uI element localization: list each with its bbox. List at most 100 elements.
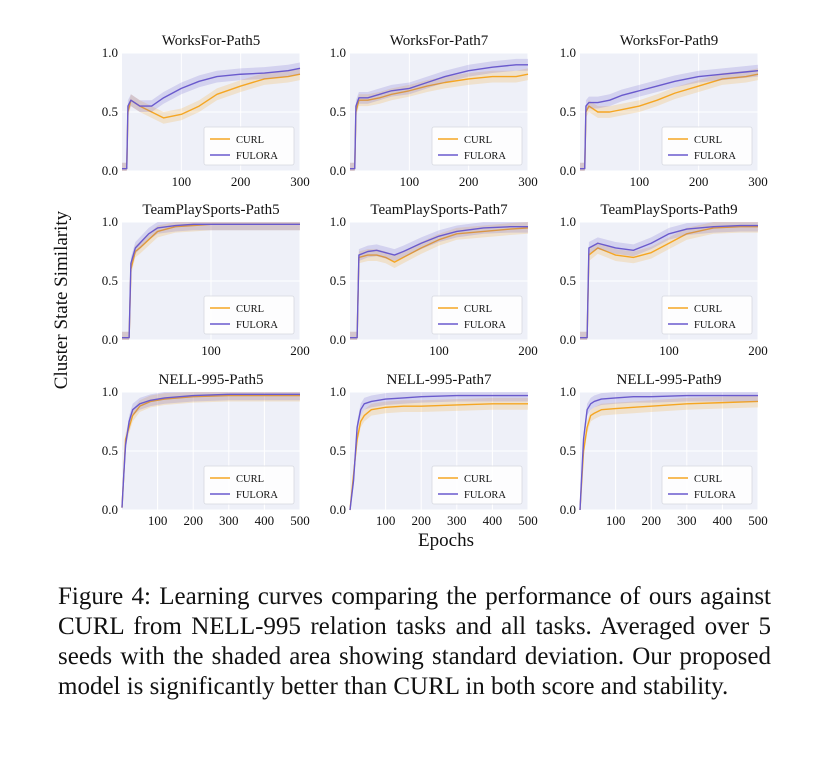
x-tick-label: 400 bbox=[255, 513, 275, 528]
y-tick-label: 0.0 bbox=[560, 163, 576, 178]
series-line-fulora bbox=[579, 394, 758, 511]
x-tick-label: 100 bbox=[659, 343, 679, 358]
x-tick-label: 300 bbox=[447, 513, 467, 528]
y-tick-label: 0.5 bbox=[560, 443, 576, 458]
std-band-fulora bbox=[580, 222, 758, 340]
legend-label-curl: CURL bbox=[464, 474, 492, 485]
std-band-curl bbox=[580, 395, 758, 510]
subplot-title: TeamPlaySports-Path5 bbox=[142, 202, 279, 218]
y-tick-label: 0.5 bbox=[102, 443, 118, 458]
subplot-title: WorksFor-Path5 bbox=[162, 33, 261, 49]
x-tick-label: 200 bbox=[411, 513, 431, 528]
x-tick-label: 100 bbox=[400, 174, 420, 189]
std-band-fulora bbox=[580, 392, 758, 510]
legend-label-fulora: FULORA bbox=[464, 490, 506, 501]
subplot: TeamPlaySports-Path9 100 200 0.0 0.5 1.0 CURL F… bbox=[560, 202, 768, 358]
x-tick-label: 200 bbox=[183, 513, 203, 528]
series-line-fulora bbox=[349, 394, 528, 511]
legend-label-fulora: FULORA bbox=[236, 320, 278, 331]
figure-grid: WorksFor-Path5 100 200 300 0.0 0.5 1.0 CURL FULO… bbox=[102, 33, 768, 528]
y-tick-label: 1.0 bbox=[330, 214, 346, 229]
y-tick-label: 0.5 bbox=[560, 104, 576, 119]
x-tick-label: 300 bbox=[677, 513, 697, 528]
x-tick-label: 300 bbox=[219, 513, 239, 528]
subplot: WorksFor-Path5 100 200 300 0.0 0.5 1.0 CURL FULO… bbox=[102, 33, 310, 189]
y-tick-label: 1.0 bbox=[330, 45, 346, 60]
y-tick-label: 0.5 bbox=[102, 273, 118, 288]
y-tick-label: 1.0 bbox=[102, 384, 118, 399]
legend-label-curl: CURL bbox=[236, 474, 264, 485]
x-tick-label: 500 bbox=[290, 513, 310, 528]
y-tick-label: 0.0 bbox=[330, 163, 346, 178]
subplot: TeamPlaySports-Path7 100 200 0.0 0.5 1.0 CURL F… bbox=[330, 202, 538, 358]
y-tick-label: 0.5 bbox=[330, 443, 346, 458]
series-line-curl bbox=[350, 227, 529, 339]
x-tick-label: 100 bbox=[201, 343, 221, 358]
std-band-curl bbox=[350, 222, 528, 340]
legend-label-curl: CURL bbox=[464, 135, 492, 146]
series-line-fulora bbox=[350, 226, 528, 339]
x-axis-label: Epochs bbox=[418, 530, 474, 551]
x-tick-label: 100 bbox=[376, 513, 396, 528]
legend-label-curl: CURL bbox=[236, 304, 264, 315]
legend-label-curl: CURL bbox=[236, 135, 264, 146]
x-tick-label: 200 bbox=[641, 513, 661, 528]
x-tick-label: 100 bbox=[606, 513, 626, 528]
subplot: WorksFor-Path7 100 200 300 0.0 0.5 1.0 CURL FULO… bbox=[330, 33, 538, 189]
y-tick-label: 0.0 bbox=[330, 332, 346, 347]
y-tick-label: 0.0 bbox=[560, 502, 576, 517]
legend-label-curl: CURL bbox=[694, 304, 722, 315]
std-band-curl bbox=[580, 222, 758, 340]
x-tick-label: 200 bbox=[459, 174, 479, 189]
y-tick-label: 1.0 bbox=[560, 45, 576, 60]
std-band-curl bbox=[350, 397, 528, 510]
x-tick-label: 200 bbox=[231, 174, 251, 189]
y-tick-label: 1.0 bbox=[330, 384, 346, 399]
subplot-title: NELL-995-Path7 bbox=[387, 372, 492, 388]
legend-label-fulora: FULORA bbox=[236, 490, 278, 501]
y-tick-label: 1.0 bbox=[560, 384, 576, 399]
series-line-fulora bbox=[580, 224, 758, 339]
legend-label-curl: CURL bbox=[694, 474, 722, 485]
y-tick-label: 0.5 bbox=[330, 104, 346, 119]
legend-label-fulora: FULORA bbox=[464, 151, 506, 162]
x-tick-label: 100 bbox=[630, 174, 650, 189]
subplot-title: TeamPlaySports-Path7 bbox=[370, 202, 508, 218]
x-tick-label: 100 bbox=[148, 513, 168, 528]
subplot-title: NELL-995-Path9 bbox=[617, 372, 722, 388]
legend-label-curl: CURL bbox=[694, 135, 722, 146]
std-band-fulora bbox=[580, 64, 758, 171]
legend-label-fulora: FULORA bbox=[694, 490, 736, 501]
legend-label-fulora: FULORA bbox=[464, 320, 506, 331]
y-tick-label: 1.0 bbox=[102, 214, 118, 229]
y-tick-label: 1.0 bbox=[102, 45, 118, 60]
y-tick-label: 0.0 bbox=[102, 163, 118, 178]
x-tick-label: 100 bbox=[429, 343, 449, 358]
x-tick-label: 300 bbox=[518, 174, 538, 189]
std-band-fulora bbox=[350, 222, 528, 340]
subplot: WorksFor-Path9 100 200 300 0.0 0.5 1.0 CURL FULO… bbox=[560, 33, 768, 189]
y-tick-label: 0.0 bbox=[330, 502, 346, 517]
x-tick-label: 400 bbox=[713, 513, 733, 528]
x-tick-label: 300 bbox=[290, 174, 310, 189]
legend-label-fulora: FULORA bbox=[236, 151, 278, 162]
y-tick-label: 1.0 bbox=[560, 214, 576, 229]
std-band-fulora bbox=[350, 58, 528, 171]
std-band-fulora bbox=[350, 392, 528, 510]
subplot: NELL-995-Path7 100 200 300 400 500 0.0 0.5 1.0 CU… bbox=[330, 372, 538, 528]
x-tick-label: 300 bbox=[748, 174, 768, 189]
x-tick-label: 500 bbox=[518, 513, 538, 528]
series-line-fulora bbox=[350, 64, 528, 170]
y-tick-label: 0.5 bbox=[330, 273, 346, 288]
subplot: NELL-995-Path9 100 200 300 400 500 0.0 0.5 1.0 CU… bbox=[560, 372, 768, 528]
subplot: TeamPlaySports-Path5 100 200 0.0 0.5 1.0 CURL F… bbox=[102, 202, 310, 358]
std-band-curl bbox=[580, 68, 758, 171]
x-tick-label: 200 bbox=[290, 343, 310, 358]
subplot-title: NELL-995-Path5 bbox=[159, 372, 264, 388]
figure-caption: Figure 4: Learning curves comparing the … bbox=[58, 583, 771, 700]
subplot: NELL-995-Path5 100 200 300 400 500 0.0 0.5 1.0 CU… bbox=[102, 372, 310, 528]
series-line-curl bbox=[579, 400, 759, 511]
series-line-fulora bbox=[121, 393, 300, 508]
y-tick-label: 0.0 bbox=[102, 502, 118, 517]
legend-label-curl: CURL bbox=[464, 304, 492, 315]
